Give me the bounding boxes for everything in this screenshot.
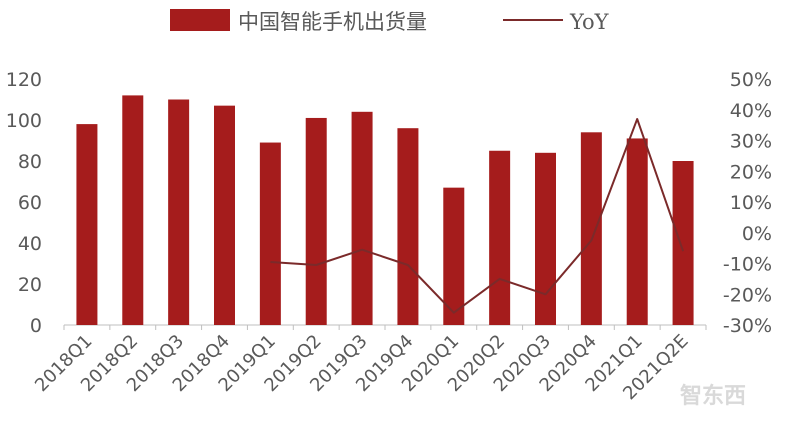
y-left-tick-label: 0 [30,315,42,337]
y-right-tick-label: -10% [723,254,772,276]
bars [76,95,694,326]
y-right-tick-label: -20% [723,284,772,306]
legend-label-bar: 中国智能手机出货量 [238,10,427,34]
y-left-tick-label: 20 [18,274,42,296]
bar-2018Q1 [76,124,98,325]
y-right-tick-label: 40% [730,100,772,122]
y-right-tick-label: -30% [723,315,772,337]
y-left-tick-label: 60 [18,192,42,214]
bar-2020Q3 [535,152,556,325]
legend-label-line: YoY [569,10,610,34]
y-left-tick-labels: 0 20 40 60 80 100 120 [6,69,42,337]
bar-2018Q4 [214,105,235,326]
y-right-tick-label: 0% [742,223,772,245]
legend: 中国智能手机出货量 YoY [170,9,610,34]
y-right-tick-label: 10% [730,192,772,214]
bar-2020Q2 [489,150,511,325]
x-tick-marks [63,325,707,330]
y-left-tick-label: 100 [6,110,42,132]
y-left-tick-label: 80 [18,151,42,173]
y-right-tick-label: 20% [730,161,772,183]
y-left-tick-label: 40 [18,233,42,255]
legend-swatch-bar [170,9,230,31]
bar-2018Q3 [168,99,190,325]
bar-2018Q2 [122,95,144,326]
bar-2019Q2 [305,117,327,325]
bar-2019Q3 [351,111,373,325]
y-right-tick-label: 50% [730,69,772,91]
bar-2021Q1 [626,138,648,325]
y-right-tick-labels: -30% -20% -10% 0% 10% 20% 30% 40% 50% [723,69,772,337]
bar-2019Q4 [397,128,419,325]
x-tick-labels: 2018Q12018Q22018Q32018Q42019Q12019Q22019… [31,331,693,404]
bar-2019Q1 [259,142,281,325]
y-right-tick-label: 30% [730,131,772,153]
bar-2020Q1 [443,187,465,325]
bar-2021Q2E [672,161,694,325]
y-left-tick-label: 120 [6,69,42,91]
yoy-line [270,118,685,314]
watermark: 智东西 [680,383,746,409]
bar-2020Q4 [580,132,602,325]
